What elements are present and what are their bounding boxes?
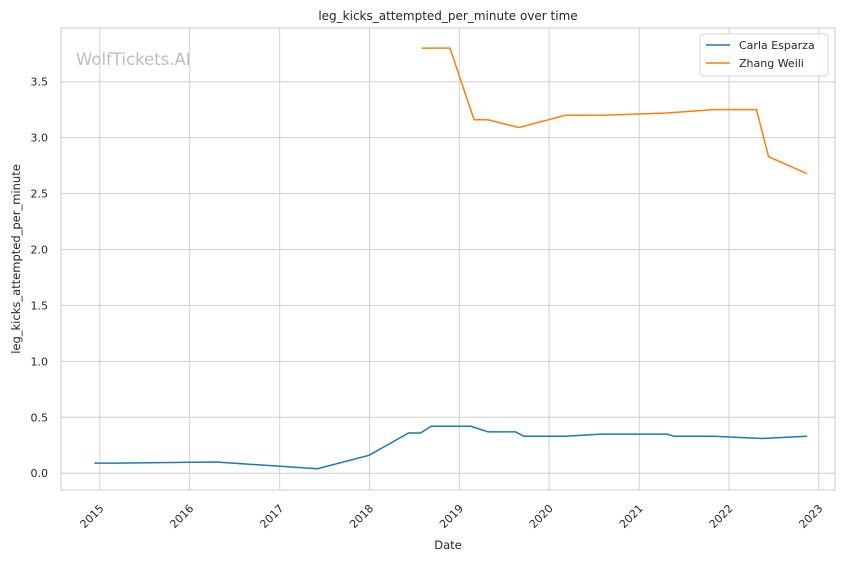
legend-entry-label: Zhang Weili bbox=[739, 57, 804, 70]
plot-area bbox=[60, 27, 836, 491]
y-tick-label: 1.0 bbox=[31, 355, 49, 368]
chart-title: leg_kicks_attempted_per_minute over time bbox=[318, 9, 577, 23]
y-tick-label: 3.5 bbox=[31, 76, 49, 89]
series-line-1 bbox=[94, 425, 808, 470]
y-tick-label: 0.5 bbox=[31, 411, 49, 424]
y-tick-label: 2.5 bbox=[31, 188, 49, 201]
y-tick-labels: 0.0 0.5 1.0 1.5 2.0 2.5 3.0 3.5 bbox=[31, 76, 49, 481]
x-tick-label: 2020 bbox=[527, 502, 556, 531]
y-axis-title: leg_kicks_attempted_per_minute bbox=[9, 164, 23, 354]
x-gridlines bbox=[99, 28, 820, 490]
legend: Carla Esparza Zhang Weili bbox=[699, 33, 829, 77]
x-tick-labels: 2015 2016 2017 2018 2019 2020 2021 2022 2023 bbox=[78, 502, 826, 531]
x-tick-label: 2017 bbox=[257, 502, 286, 531]
y-tick-label: 0.0 bbox=[31, 467, 49, 480]
x-axis-title: Date bbox=[434, 538, 462, 552]
y-tick-label: 1.5 bbox=[31, 299, 49, 312]
x-tick-label: 2019 bbox=[437, 502, 466, 531]
x-tick-label: 2015 bbox=[78, 502, 107, 531]
x-tick-label: 2021 bbox=[617, 502, 646, 531]
legend-entry-label: Carla Esparza bbox=[739, 39, 815, 52]
y-gridlines bbox=[61, 81, 835, 474]
watermark-text: WolfTickets.AI bbox=[76, 50, 191, 69]
x-tick-label: 2018 bbox=[347, 502, 376, 531]
y-tick-label: 2.0 bbox=[31, 243, 49, 256]
y-tick-label: 3.0 bbox=[31, 132, 49, 145]
legend-box bbox=[699, 33, 829, 77]
series-layer bbox=[94, 47, 808, 470]
x-tick-label: 2016 bbox=[167, 502, 196, 531]
x-tick-label: 2022 bbox=[707, 502, 736, 531]
series-line-2 bbox=[421, 47, 808, 175]
x-tick-label: 2023 bbox=[796, 502, 825, 531]
